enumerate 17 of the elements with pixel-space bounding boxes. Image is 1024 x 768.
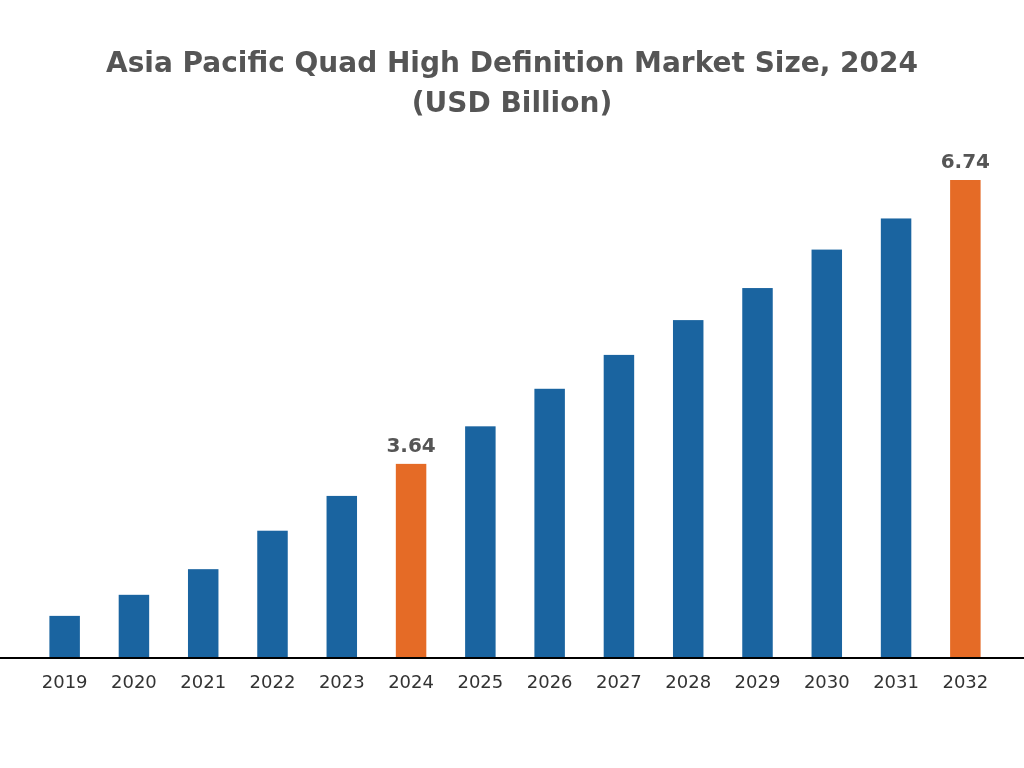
x-tick-label: 2021: [180, 671, 227, 692]
x-tick-label: 2032: [942, 671, 989, 692]
x-tick-label: 2020: [111, 671, 157, 692]
chart-title: Asia Pacific Quad High Definition Market Size, 2024 (USD Billion): [105, 46, 919, 119]
x-tick-label: 2031: [873, 671, 919, 692]
data-label: 3.64: [386, 432, 436, 457]
x-tick-label: 2026: [526, 671, 573, 692]
data-label: 6.74: [940, 149, 991, 173]
x-tick-label: 2025: [457, 671, 504, 692]
x-tick-label: 2019: [41, 671, 88, 692]
x-tick-label: 2027: [596, 671, 642, 692]
x-tick-label: 2028: [665, 671, 712, 692]
x-tick-label: 2023: [318, 671, 365, 692]
x-tick-label: 2030: [803, 671, 850, 692]
x-tick-label: 2022: [249, 671, 296, 692]
x-tick-label: 2029: [734, 671, 781, 692]
x-tick-label: 2024: [388, 671, 434, 692]
